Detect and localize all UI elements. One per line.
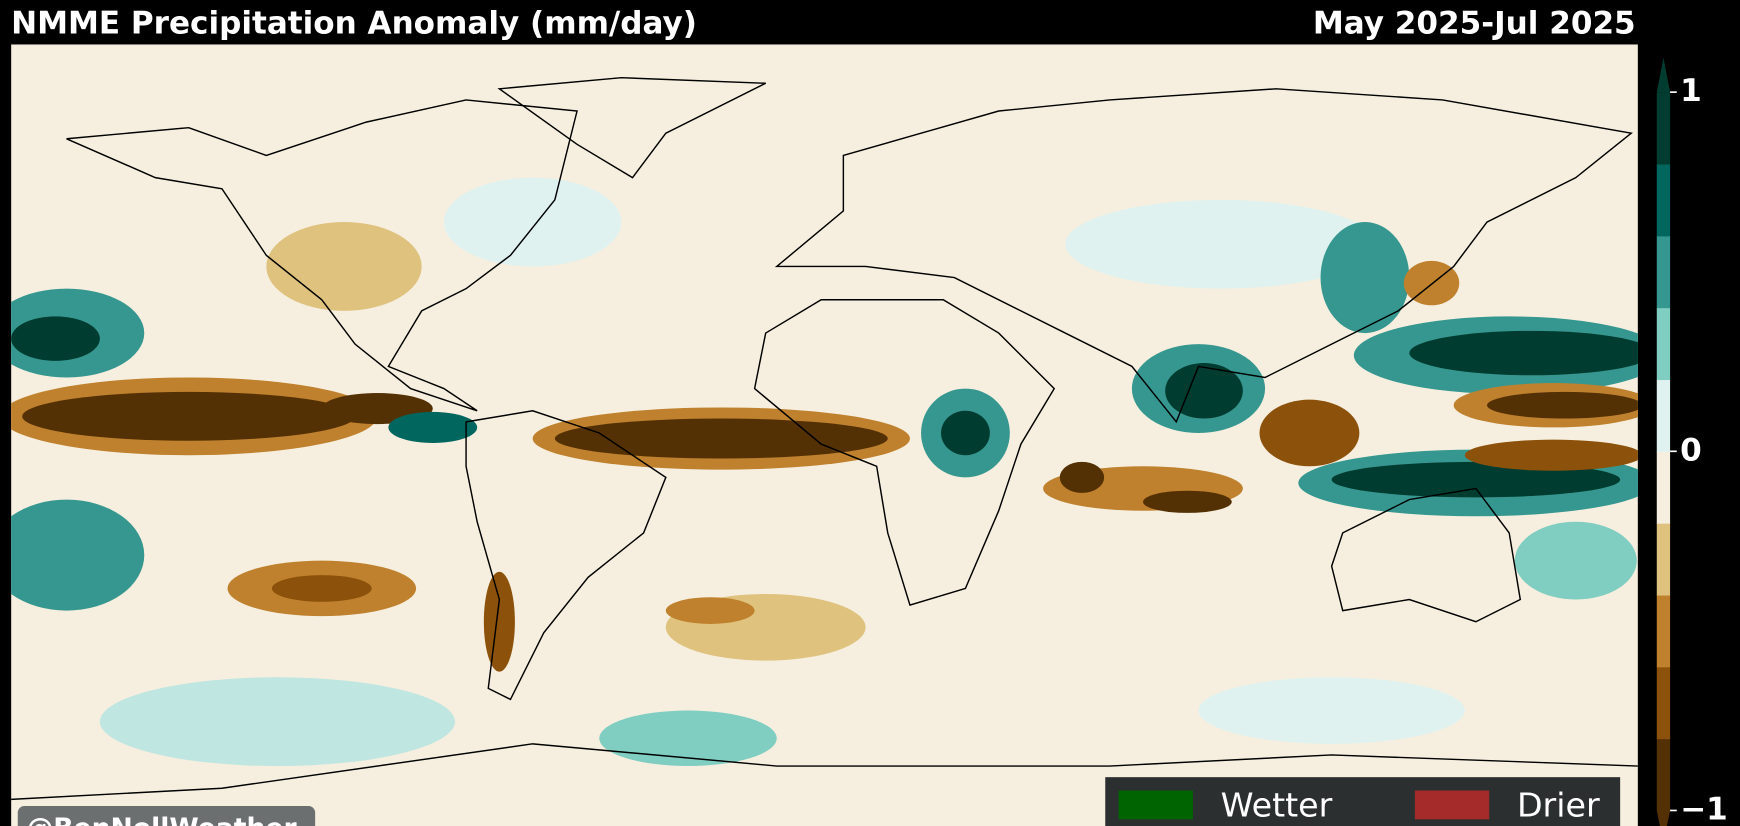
colorbar-band bbox=[1656, 307, 1671, 381]
colorbar-band bbox=[1656, 92, 1671, 165]
legend-swatch bbox=[1414, 790, 1490, 820]
credit-box bbox=[17, 806, 316, 826]
legend: Wetter Drier bbox=[1118, 786, 1600, 825]
colorbar-extend-bottom bbox=[1656, 810, 1671, 826]
legend-label: Wetter bbox=[1221, 786, 1333, 825]
legend-swatch bbox=[1118, 790, 1193, 820]
colorbar-tick-label: 0 bbox=[1680, 432, 1702, 468]
coastlines bbox=[11, 76, 1638, 801]
legend-label: Drier bbox=[1517, 786, 1600, 825]
colorbar-band bbox=[1656, 523, 1671, 596]
colorbar-band bbox=[1656, 594, 1671, 668]
period: May 2025-Jul 2025 bbox=[1313, 5, 1636, 41]
colorbar-band bbox=[1656, 163, 1671, 237]
colorbar-tick-label: −1 bbox=[1680, 791, 1728, 826]
colorbar: 1 0 −1 bbox=[1656, 57, 1728, 826]
colorbar-band bbox=[1656, 379, 1671, 452]
colorbar-band bbox=[1656, 738, 1671, 812]
credit: @BenNollWeather bbox=[27, 813, 298, 826]
anomaly-field bbox=[11, 177, 1638, 767]
map bbox=[11, 44, 1638, 826]
colorbar-extend-top bbox=[1656, 57, 1671, 93]
colorbar-band bbox=[1656, 235, 1671, 309]
colorbar-band bbox=[1656, 666, 1671, 740]
colorbar-tick-label: 1 bbox=[1680, 73, 1702, 109]
title: NMME Precipitation Anomaly (mm/day) bbox=[11, 5, 697, 41]
colorbar-band bbox=[1656, 451, 1671, 524]
